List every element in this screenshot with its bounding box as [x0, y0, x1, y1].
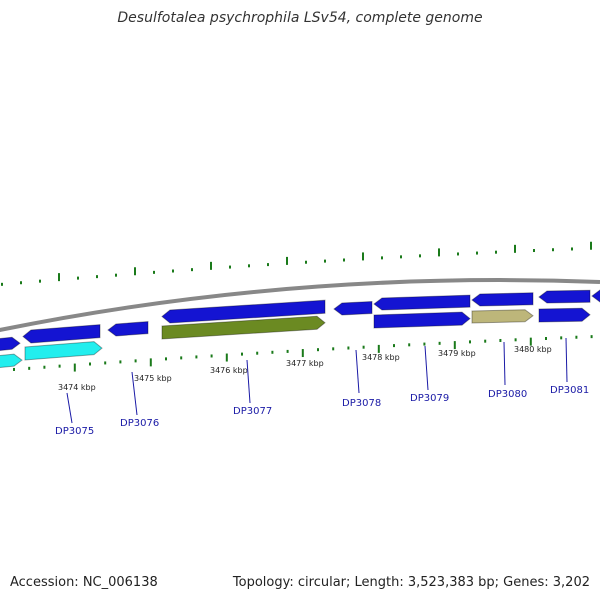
gene-arrow-DP3077a[interactable]: [161, 299, 326, 324]
gene-arrow-DP3080a[interactable]: [471, 292, 534, 307]
tick-label-3477: 3477 kbp: [286, 359, 324, 368]
tick-label-3475: 3475 kbp: [134, 374, 172, 383]
outer-scale-ticks: [1, 241, 592, 286]
accession-text: Accession: NC_006138: [10, 575, 158, 590]
gene-label-DP3077[interactable]: DP3077: [233, 406, 272, 417]
gene-arrow-DP3079b[interactable]: [373, 311, 471, 329]
leader-DP3078: [355, 349, 360, 394]
gene-arrow-DP3075b[interactable]: [24, 341, 103, 361]
gene-arrow-DP3074b[interactable]: [0, 353, 23, 369]
gene-arrow-DP3075a[interactable]: [22, 324, 101, 344]
tick-label-3480: 3480 kbp: [514, 345, 552, 354]
gene-arrow-DP3079a[interactable]: [373, 294, 471, 311]
tick-label-3476: 3476 kbp: [210, 366, 248, 375]
gene-arrow-DP3081a[interactable]: [538, 289, 591, 304]
gene-arrow-DP3078[interactable]: [333, 300, 373, 316]
gene-arrow-DP3077b[interactable]: [161, 315, 326, 340]
gene-arrow-DP3074a[interactable]: [0, 336, 21, 351]
genome-backbone: [0, 278, 600, 333]
inner-scale-ticks: [13, 335, 593, 372]
gene-label-DP3079[interactable]: DP3079: [410, 393, 449, 404]
gene-arrow-DP3081b[interactable]: [538, 307, 591, 323]
gene-label-DP3075[interactable]: DP3075: [55, 426, 94, 437]
gene-label-DP3081[interactable]: DP3081: [550, 385, 589, 396]
leader-DP3079: [424, 345, 429, 391]
leader-DP3081: [565, 337, 568, 383]
gene-label-DP3076[interactable]: DP3076: [120, 418, 159, 429]
gene-features: [0, 289, 600, 369]
gene-arrow-DP3080b[interactable]: [471, 309, 534, 324]
leader-DP3080: [503, 341, 506, 386]
map-title: Desulfotalea psychrophila LSv54, complet…: [117, 10, 483, 26]
tick-label-3479: 3479 kbp: [438, 349, 476, 358]
topology-text: Topology: circular; Length: 3,523,383 bp…: [232, 575, 590, 590]
leader-DP3077: [246, 359, 251, 404]
gene-label-leaders: [66, 337, 568, 424]
leader-DP3076: [131, 371, 138, 416]
tick-label-3474: 3474 kbp: [58, 383, 96, 392]
scale-labels: 3474 kbp 3475 kbp 3476 kbp 3477 kbp 3478…: [58, 345, 552, 392]
gene-arrow-DP3076[interactable]: [107, 321, 149, 337]
leader-DP3075: [66, 392, 73, 424]
gene-label-DP3080[interactable]: DP3080: [488, 389, 527, 400]
gene-label-DP3078[interactable]: DP3078: [342, 398, 381, 409]
tick-label-3478: 3478 kbp: [362, 353, 400, 362]
gene-arrow-DP3082[interactable]: [591, 289, 600, 303]
gene-labels: DP3075 DP3076 DP3077 DP3078 DP3079 DP308…: [55, 385, 589, 437]
